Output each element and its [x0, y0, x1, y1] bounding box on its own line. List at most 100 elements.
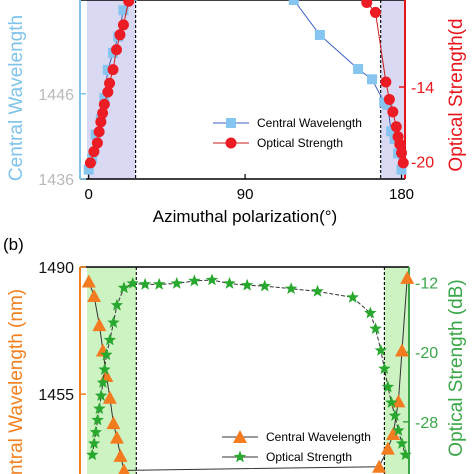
panel-a-x-axis-label: Azimuthal polarization(°) [153, 207, 337, 226]
panel-b-right-axis-label: Optical Strength (dB) [446, 279, 467, 456]
data-point [399, 448, 412, 461]
data-point [288, 0, 299, 5]
data-point [92, 318, 107, 332]
right-tick-label-1: -20 [411, 155, 434, 172]
panel-a-right-axis-label: Optical Strength(d [446, 18, 467, 171]
right-tick-label-2: -28 [415, 415, 438, 432]
data-point [378, 362, 391, 374]
data-point [87, 289, 102, 303]
data-point [123, 0, 135, 7]
data-point [93, 126, 105, 138]
data-point [86, 448, 99, 461]
data-point [117, 281, 131, 294]
series-circle [84, 0, 409, 169]
data-point [188, 274, 201, 287]
data-point [385, 396, 398, 408]
panel-a-bands [86, 0, 405, 179]
data-point [361, 0, 373, 8]
data-point [400, 270, 415, 284]
legend-marker [225, 137, 237, 149]
panel-b-series [81, 270, 415, 474]
left-tick-label-1: 1446 [38, 87, 74, 104]
data-point [94, 389, 108, 401]
legend-label-0: Central Wavelength [257, 116, 362, 130]
data-point [91, 137, 103, 149]
data-point [110, 298, 124, 311]
data-point [138, 277, 152, 290]
data-point [381, 380, 395, 393]
data-point [96, 376, 110, 388]
left-tick-label-1: 1455 [38, 387, 74, 404]
data-point [118, 5, 129, 16]
data-point [258, 279, 271, 292]
data-point [104, 77, 116, 89]
data-point [392, 424, 405, 436]
data-point [395, 437, 409, 449]
data-point [386, 427, 401, 441]
data-point [110, 44, 122, 56]
panel-a-ticks: 0 90 180 1436 1446 -14 -20 [38, 80, 434, 203]
data-point [346, 290, 359, 303]
data-point [102, 86, 114, 98]
panel-a-frame [80, 0, 405, 180]
data-point [372, 459, 387, 473]
data-point [353, 64, 364, 75]
data-point [102, 390, 117, 404]
data-point [95, 116, 107, 128]
data-point [153, 277, 166, 290]
data-point [396, 164, 407, 175]
x-tick-label-0: 0 [85, 186, 93, 203]
panel-a: 0 90 180 1436 1446 -14 -20 Central Wavelength … [6, 0, 467, 226]
data-point [83, 164, 94, 175]
data-point [118, 463, 130, 474]
data-point [397, 157, 409, 169]
data-point [91, 413, 104, 426]
data-point [109, 430, 124, 444]
legend-marker [233, 450, 247, 463]
panel-b-left-axis-label: ntral Wavelength (nm) [6, 289, 27, 474]
data-point [369, 6, 381, 18]
data-point [97, 107, 109, 119]
data-point [314, 29, 325, 40]
data-point [311, 284, 324, 297]
data-point [386, 126, 397, 137]
data-point [374, 344, 387, 356]
panel-b-label: (b) [3, 235, 24, 254]
data-point [81, 274, 96, 288]
data-point [383, 93, 395, 105]
panel-b: (b) 1490 1455 -12 -20 -28 ntral Wavelength (… [3, 235, 467, 474]
data-point [84, 157, 96, 169]
data-point [364, 306, 377, 319]
data-point [223, 277, 236, 289]
data-point [205, 273, 219, 286]
data-point [103, 333, 117, 346]
x-tick-label-2: 180 [389, 186, 414, 203]
data-point [284, 282, 298, 294]
data-point [391, 394, 406, 408]
data-point [170, 277, 183, 289]
data-point [89, 425, 102, 438]
data-point [100, 348, 113, 361]
panel-a-left-axis-label: Central Wavelength [6, 15, 27, 181]
data-point [107, 64, 119, 76]
panel-b-ticks: 1490 1455 -12 -20 -28 [38, 260, 438, 432]
data-point [241, 278, 254, 291]
data-point [93, 402, 106, 414]
data-point [98, 98, 110, 110]
x-tick-label-1: 90 [237, 186, 254, 203]
data-point [394, 343, 409, 357]
right-tick-label-1: -20 [415, 345, 438, 362]
legend-label-1: Optical Strength [266, 450, 352, 464]
data-point [87, 437, 101, 449]
series-line [89, 1, 404, 163]
left-tick-label-0: 1436 [38, 172, 74, 189]
data-point [380, 441, 395, 455]
data-point [88, 146, 100, 158]
right-tick-label-0: -14 [411, 80, 434, 97]
legend-marker [226, 118, 236, 128]
legend-label-0: Central Wavelength [266, 430, 371, 444]
data-point [126, 277, 139, 289]
panel-a-legend: Central Wavelength Optical Strength [213, 116, 362, 150]
right-tick-label-0: -12 [415, 276, 438, 293]
